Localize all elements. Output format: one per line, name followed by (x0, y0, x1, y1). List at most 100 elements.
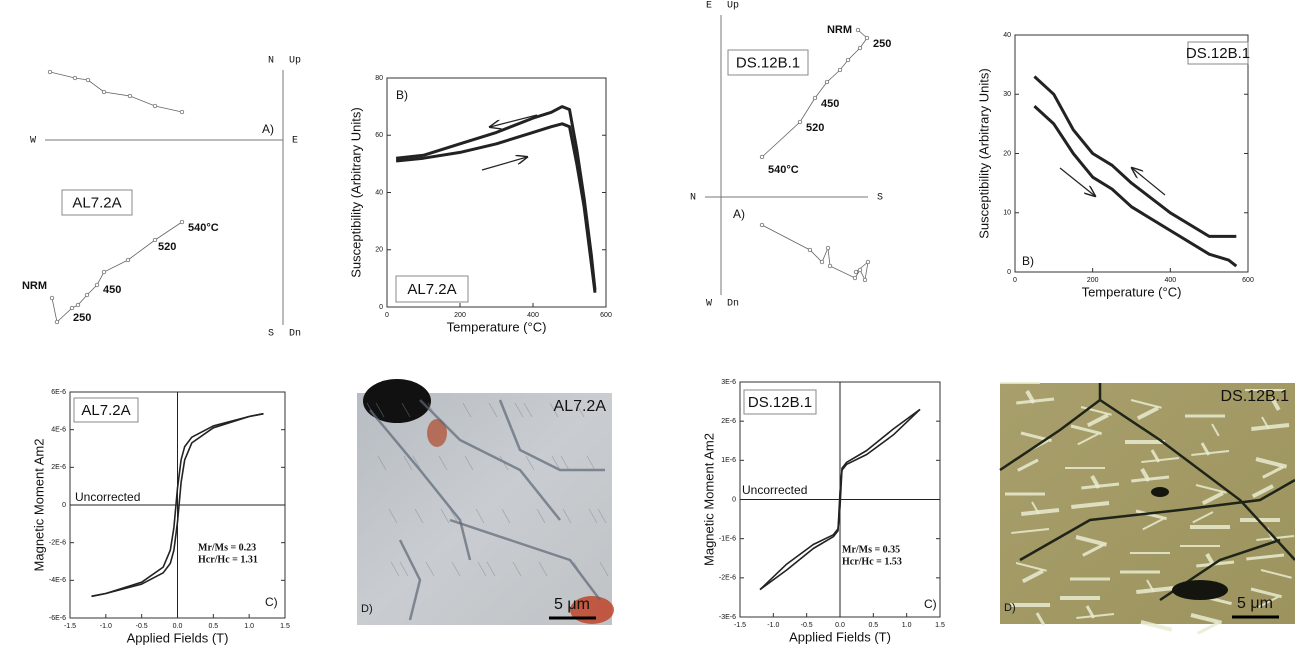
needle (1086, 413, 1109, 428)
y-axis-label: Susceptibility (Arbitrary Units) (976, 68, 991, 239)
lamella (486, 561, 496, 577)
lamella (514, 402, 524, 418)
needle (1081, 482, 1120, 490)
crack (419, 399, 561, 521)
y-tick-label: 0 (1007, 269, 1011, 276)
needle (1136, 586, 1175, 595)
demag-point (797, 119, 803, 125)
lamella (403, 455, 413, 471)
demag-point (857, 45, 863, 51)
y-tick-label: 3E-6 (721, 379, 736, 386)
projection-line (761, 224, 869, 282)
lamella (366, 402, 376, 418)
axis-dir: S (268, 329, 274, 340)
x-tick-label: 0.0 (835, 622, 845, 629)
lamella (499, 455, 509, 471)
needle (1257, 596, 1279, 609)
step-label: 450 (103, 284, 121, 296)
arrow (481, 157, 527, 171)
axis-dir: Dn (727, 299, 739, 310)
needle (1142, 518, 1164, 531)
x-tick-label: 400 (1164, 277, 1176, 284)
axis-dir: N (690, 193, 696, 204)
axis-dir: W (706, 299, 712, 310)
y-tick-label: 4E-6 (51, 427, 66, 434)
panel-label: B) (1022, 254, 1034, 268)
x-tick-label: 0.5 (208, 623, 218, 630)
lamella (551, 455, 561, 471)
lamella (575, 402, 585, 418)
needle (1071, 501, 1110, 510)
needle (1075, 535, 1108, 547)
step-label: NRM (22, 280, 47, 292)
grain (427, 419, 447, 447)
y-tick-label: 0 (379, 304, 383, 311)
needle (1021, 569, 1044, 584)
axis-dir: E (706, 1, 712, 12)
lamella (449, 508, 459, 524)
projection-line (51, 221, 183, 323)
lamella (562, 508, 572, 524)
lamella (597, 508, 607, 524)
needle (1140, 620, 1173, 632)
lamella (377, 455, 387, 471)
needle (1270, 397, 1281, 411)
needle (1135, 509, 1167, 521)
demag-point (825, 245, 831, 251)
x-axis-label: Temperature (°C) (447, 319, 547, 334)
x-axis-label: Applied Fields (T) (789, 629, 891, 644)
crack (449, 518, 601, 601)
axis-dir: Up (289, 56, 301, 67)
sample-box (73, 397, 139, 423)
lamella (586, 455, 596, 471)
needle (1011, 528, 1050, 535)
demag-point (862, 277, 868, 283)
sample-label: AL7.2A (81, 402, 130, 419)
grain (1151, 487, 1169, 497)
x-tick-label: 1.5 (280, 623, 290, 630)
panel-label: A) (262, 122, 274, 136)
curve (91, 412, 264, 598)
demag-point (125, 257, 131, 263)
x-tick-label: 0 (385, 312, 389, 319)
demag-point (127, 93, 133, 99)
needle (1076, 613, 1115, 620)
arrow (490, 114, 538, 127)
arrow (1132, 168, 1166, 196)
demag-point (819, 259, 825, 265)
photo (1000, 383, 1295, 624)
demag-point (759, 222, 765, 228)
x-tick-label: 600 (1242, 277, 1254, 284)
needle (1251, 484, 1274, 499)
sample-box (395, 275, 469, 303)
needle (1017, 458, 1039, 472)
lamella (438, 455, 448, 471)
demag-point (827, 263, 833, 269)
y-axis-label: Magnetic Moment Am2 (701, 433, 716, 566)
lamella (414, 508, 424, 524)
needle (1015, 562, 1047, 572)
needle (1201, 491, 1224, 506)
x-tick-label: -1.5 (64, 623, 76, 630)
lamella (401, 402, 411, 418)
step-label: 450 (821, 98, 839, 110)
axis-dir: W (30, 136, 36, 147)
y-tick-label: 1E-6 (721, 457, 736, 464)
lamella (525, 455, 535, 471)
crack (999, 383, 1102, 472)
crack (369, 409, 472, 561)
x-tick-label: 0.5 (868, 622, 878, 629)
lamella (599, 561, 609, 577)
demag-point (49, 295, 55, 301)
note: Uncorrected (75, 490, 140, 504)
y-tick-label: 30 (1003, 91, 1011, 98)
x-tick-label: -1.0 (100, 623, 112, 630)
x-axis-label: Applied Fields (T) (127, 630, 229, 645)
ratio-note: Hcr/Hc = 1.53 (842, 556, 902, 567)
axis-dir: E (292, 136, 298, 147)
lamella (538, 561, 548, 577)
demag-point (101, 269, 107, 275)
needle (1251, 423, 1290, 432)
sample-label: DS.12B.1 (748, 394, 812, 411)
photo (357, 393, 612, 625)
